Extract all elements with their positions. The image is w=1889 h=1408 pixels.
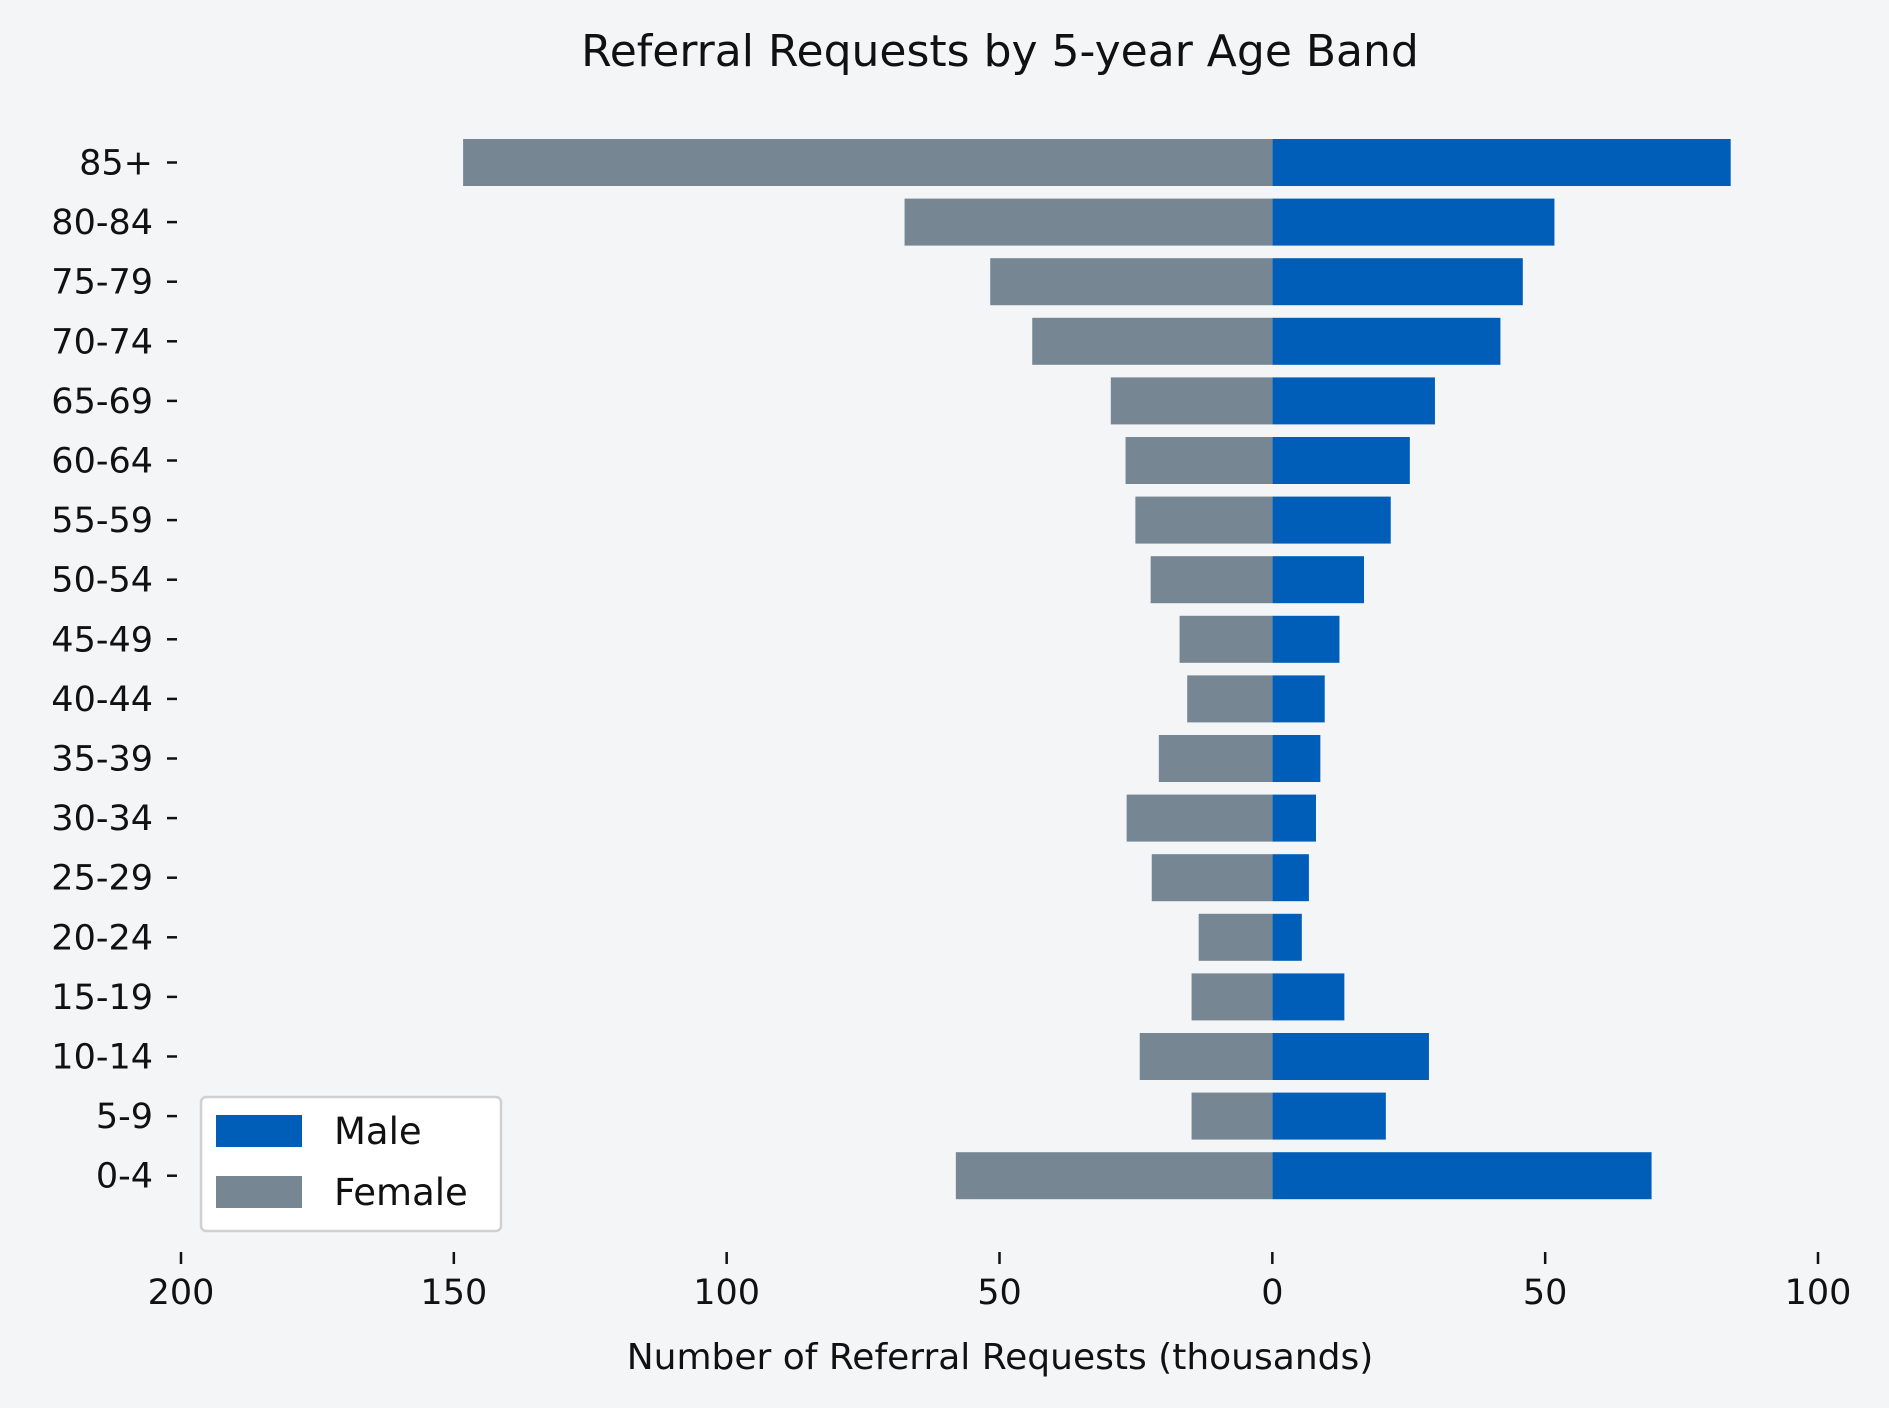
bar-male-35-39: [1272, 735, 1321, 782]
bar-female-5-9: [1191, 1092, 1273, 1140]
bar-male-15-19: [1272, 973, 1345, 1021]
bar-male-25-29: [1272, 854, 1309, 902]
bar-male-50-54: [1272, 556, 1365, 604]
x-axis-label: Number of Referral Requests (thousands): [627, 1337, 1374, 1378]
bar-female-25-29: [1151, 854, 1273, 902]
bar-female-70-74: [1032, 317, 1273, 365]
y-tick-label: 20-24: [51, 918, 153, 958]
legend-swatch-male: [216, 1115, 302, 1147]
x-tick-label: 100: [1785, 1273, 1852, 1313]
bar-male-75-79: [1272, 258, 1523, 306]
x-tick-label: 50: [977, 1273, 1022, 1313]
bar-female-75-79: [990, 258, 1273, 306]
bar-female-35-39: [1158, 735, 1273, 782]
y-tick-label: 35-39: [51, 740, 153, 780]
x-tick-label: 0: [1261, 1273, 1283, 1313]
bar-male-70-74: [1272, 317, 1501, 365]
x-tick-label: 150: [420, 1273, 487, 1313]
y-tick-label: 45-49: [51, 620, 153, 660]
bar-female-50-54: [1150, 556, 1273, 604]
bar-male-40-44: [1272, 675, 1325, 723]
bar-female-65-69: [1110, 377, 1273, 425]
bar-female-15-19: [1191, 973, 1273, 1021]
legend-label-female: Female: [334, 1171, 468, 1214]
x-tick-label: 50: [1523, 1273, 1568, 1313]
bar-female-80-84: [904, 198, 1273, 246]
bar-male-30-34: [1272, 794, 1316, 842]
bar-male-10-14: [1272, 1033, 1429, 1080]
bar-female-30-34: [1126, 794, 1273, 842]
y-tick-label: 85+: [79, 144, 153, 184]
y-tick-label: 40-44: [51, 680, 153, 720]
y-tick-label: 75-79: [51, 263, 153, 303]
bar-female-20-24: [1198, 913, 1273, 961]
y-tick-label: 25-29: [51, 859, 153, 899]
bars-group: [463, 139, 1731, 1200]
legend: Male Female: [199, 1095, 503, 1233]
bar-male-55-59: [1272, 496, 1391, 544]
bar-female-0-4: [955, 1152, 1273, 1200]
x-axis: 200 150 100 50 0 50 100: [148, 1252, 1852, 1313]
bar-male-80-84: [1272, 198, 1555, 246]
bar-male-85+: [1272, 139, 1731, 186]
y-tick-label: 55-59: [51, 501, 153, 541]
x-tick-label: 100: [693, 1273, 760, 1313]
legend-swatch-female: [216, 1176, 302, 1208]
bar-female-45-49: [1179, 615, 1273, 663]
bar-male-20-24: [1272, 913, 1302, 961]
y-tick-label: 65-69: [51, 382, 153, 422]
y-tick-label: 5-9: [96, 1097, 153, 1137]
legend-label-male: Male: [334, 1110, 422, 1153]
bar-male-65-69: [1272, 377, 1435, 425]
bar-female-85+: [463, 139, 1273, 186]
bar-female-60-64: [1125, 437, 1273, 484]
chart-title: Referral Requests by 5-year Age Band: [581, 26, 1419, 77]
bar-male-0-4: [1272, 1152, 1652, 1200]
y-tick-label: 10-14: [51, 1038, 153, 1078]
y-tick-label: 30-34: [51, 799, 153, 839]
y-tick-label: 15-19: [51, 978, 153, 1018]
bar-female-55-59: [1135, 496, 1273, 544]
y-tick-label: 80-84: [51, 203, 153, 243]
x-tick-label: 200: [148, 1273, 215, 1313]
bar-male-45-49: [1272, 615, 1340, 663]
bar-male-5-9: [1272, 1092, 1386, 1140]
y-tick-label: 50-54: [51, 561, 153, 601]
y-tick-label: 60-64: [51, 442, 153, 482]
y-tick-label: 70-74: [51, 322, 153, 362]
bar-female-40-44: [1187, 675, 1273, 723]
bar-female-10-14: [1139, 1033, 1273, 1080]
bar-male-60-64: [1272, 437, 1410, 484]
y-tick-label: 0-4: [96, 1157, 153, 1197]
y-axis: 0-4 5-9 10-14 15-19 20-24 25-29 30-34 35-39 40-4…: [51, 144, 177, 1197]
